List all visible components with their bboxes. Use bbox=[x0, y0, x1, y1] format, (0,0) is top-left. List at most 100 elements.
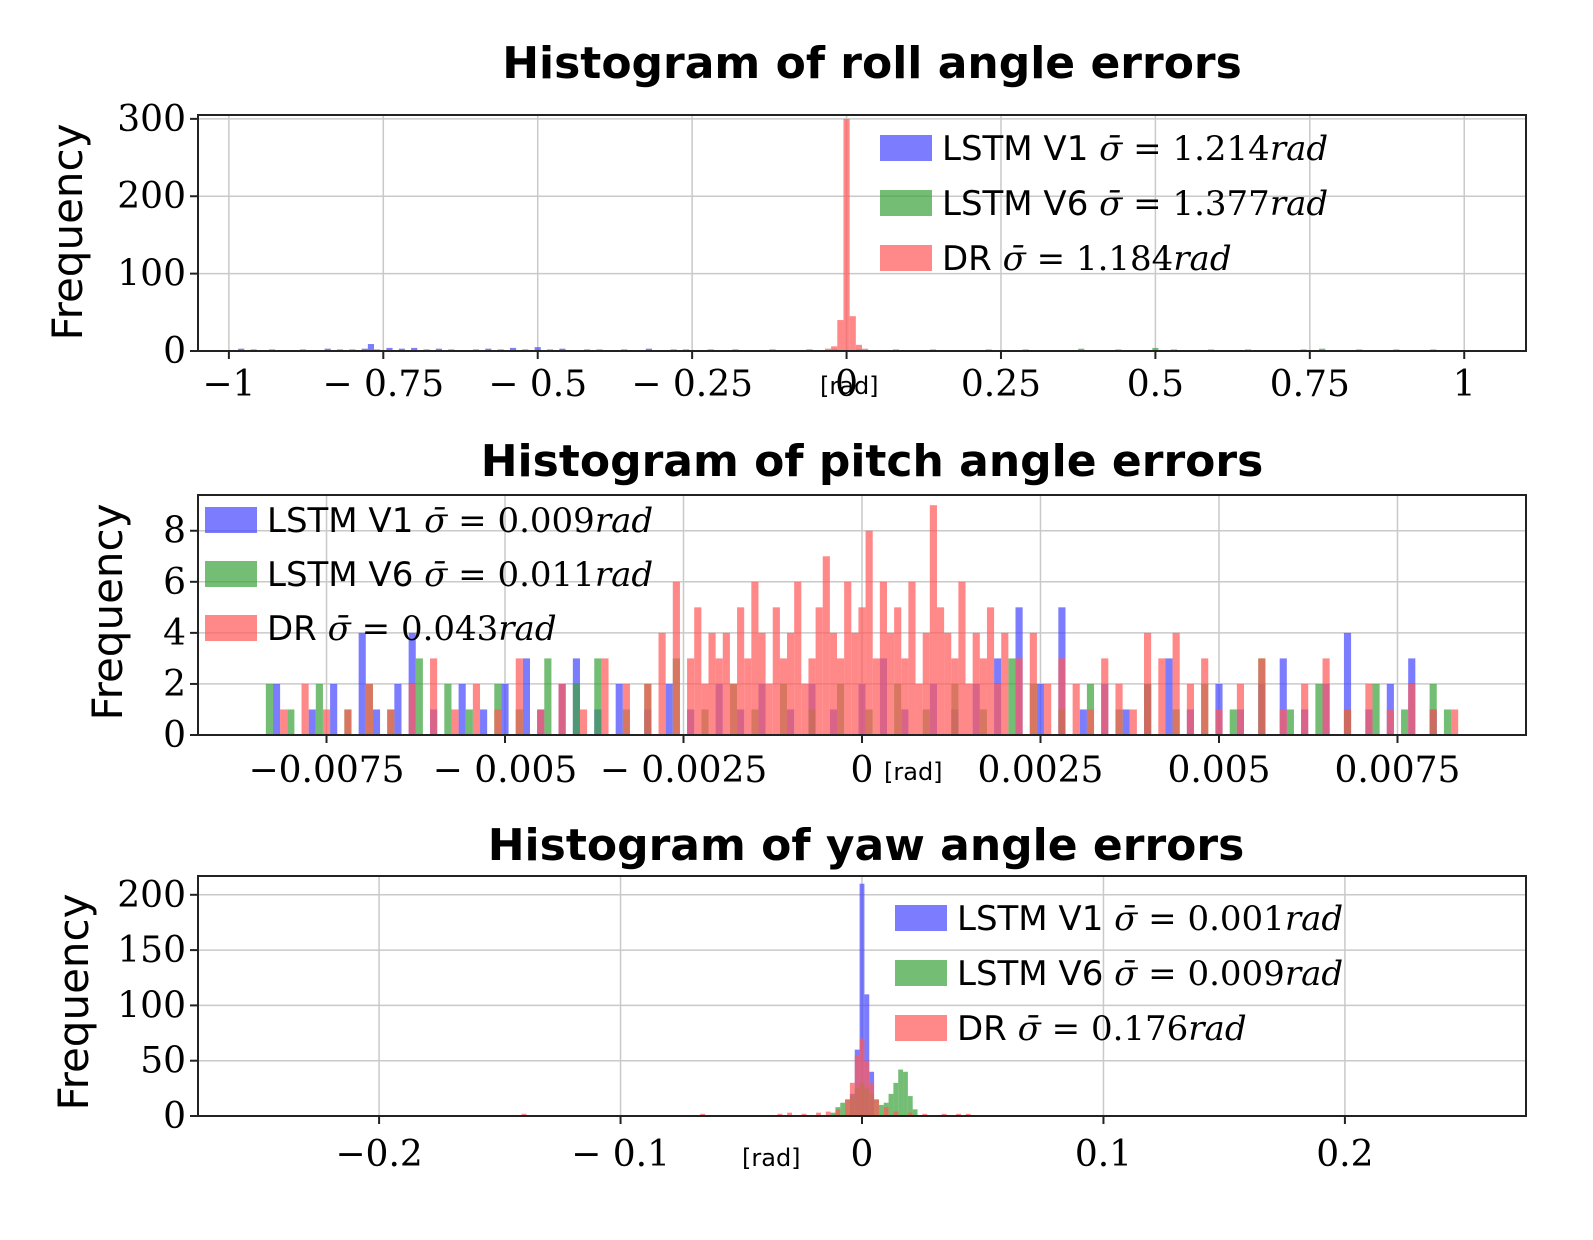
pitch-bar bbox=[837, 658, 845, 735]
pitch-legend: LSTM V1 σ̄ = 0.009rad LSTM V6 σ̄ = 0.011r… bbox=[205, 501, 653, 649]
roll-bar bbox=[435, 348, 442, 351]
pitch-x-tick-label: 0.0025 bbox=[978, 750, 1104, 791]
pitch-bar bbox=[1236, 683, 1244, 735]
yaw-bar bbox=[907, 1096, 913, 1116]
yaw-x-tick-label: − 0.1 bbox=[571, 1134, 670, 1175]
yaw-bar bbox=[859, 1038, 865, 1116]
pitch-bar bbox=[1215, 709, 1223, 735]
pitch-bar bbox=[994, 683, 1002, 735]
pitch-bar bbox=[544, 658, 552, 735]
roll-tick-labels: −1 − 0.75 − 0.5 − 0.25 0 0.25 0.5 0.75 1 0 100 200 3… bbox=[117, 99, 1475, 405]
yaw-x-tick-label: 0.2 bbox=[1316, 1134, 1373, 1175]
roll-legend-label: DR σ̄ = 1.184rad bbox=[942, 239, 1232, 279]
pitch-bar bbox=[501, 683, 509, 735]
pitch-bar bbox=[315, 683, 323, 735]
pitch-bar bbox=[537, 709, 545, 735]
roll-y-tick-label: 0 bbox=[163, 331, 186, 372]
roll-bar bbox=[386, 347, 393, 351]
pitch-x-tick-label: −0.0075 bbox=[248, 750, 404, 791]
pitch-bar bbox=[708, 632, 716, 735]
pitch-bar bbox=[1058, 658, 1066, 735]
pitch-bar bbox=[1029, 632, 1037, 735]
roll-legend-swatch bbox=[880, 190, 932, 216]
yaw-bar bbox=[898, 1069, 904, 1116]
yaw-legend-label: LSTM V1 σ̄ = 0.001rad bbox=[957, 899, 1343, 939]
pitch-legend-label: LSTM V1 σ̄ = 0.009rad bbox=[267, 501, 653, 541]
pitch-bar bbox=[779, 658, 788, 735]
yaw-x-unit-label: [rad] bbox=[742, 1144, 801, 1172]
pitch-bar bbox=[322, 709, 331, 735]
pitch-bar bbox=[1015, 658, 1023, 735]
pitch-bar bbox=[415, 658, 423, 735]
pitch-bar bbox=[344, 709, 352, 735]
roll-bar bbox=[849, 316, 856, 351]
pitch-bar bbox=[787, 632, 795, 735]
yaw-bar bbox=[883, 1107, 889, 1116]
pitch-bar bbox=[872, 658, 880, 735]
pitch-legend-label: LSTM V6 σ̄ = 0.011rad bbox=[267, 555, 653, 595]
yaw-bar bbox=[845, 1099, 850, 1116]
pitch-bar bbox=[1122, 709, 1130, 735]
pitch-bar bbox=[1129, 709, 1137, 735]
yaw-bar bbox=[965, 1113, 971, 1116]
pitch-bar bbox=[515, 658, 523, 735]
yaw-bar bbox=[874, 1099, 879, 1116]
pitch-y-tick-label: 2 bbox=[163, 664, 186, 705]
pitch-bar bbox=[1258, 658, 1266, 735]
pitch-bar bbox=[1443, 709, 1452, 735]
roll-bar bbox=[485, 348, 492, 351]
pitch-bar bbox=[915, 683, 923, 735]
pitch-bar bbox=[1072, 683, 1080, 735]
yaw-bar bbox=[956, 1113, 961, 1116]
roll-x-tick-label: − 0.75 bbox=[322, 364, 444, 405]
roll-bar bbox=[843, 118, 850, 351]
pitch-x-unit-label: [rad] bbox=[884, 758, 943, 786]
roll-bar bbox=[398, 348, 405, 351]
roll-x-tick-label: 1 bbox=[1453, 364, 1476, 405]
pitch-bar bbox=[944, 632, 952, 735]
yaw-bar bbox=[521, 1113, 527, 1116]
yaw-bar bbox=[893, 1111, 899, 1116]
pitch-legend-item: DR σ̄ = 0.043rad bbox=[205, 609, 557, 649]
pitch-bar bbox=[1165, 658, 1173, 735]
roll-legend-item: LSTM V1 σ̄ = 1.214rad bbox=[880, 129, 1328, 169]
yaw-bar bbox=[835, 1109, 841, 1116]
pitch-bar bbox=[1408, 683, 1416, 735]
pitch-bar bbox=[1365, 683, 1373, 735]
yaw-legend-label: LSTM V6 σ̄ = 0.009rad bbox=[957, 954, 1343, 994]
roll-x-tick-label: 0.75 bbox=[1270, 364, 1350, 405]
pitch-bar bbox=[365, 683, 373, 735]
roll-bar bbox=[831, 346, 838, 351]
pitch-bar bbox=[1172, 632, 1180, 735]
yaw-legend-item: DR σ̄ = 0.176rad bbox=[895, 1009, 1247, 1049]
pitch-bar bbox=[387, 709, 395, 735]
pitch-legend-swatch bbox=[205, 615, 257, 641]
yaw-bar bbox=[912, 1109, 918, 1116]
yaw-bar bbox=[816, 1112, 821, 1116]
pitch-y-axis-label: Frequency bbox=[83, 504, 132, 721]
pitch-bar bbox=[1429, 709, 1437, 735]
roll-legend-label: LSTM V6 σ̄ = 1.377rad bbox=[942, 184, 1328, 224]
yaw-plot-frame bbox=[197, 875, 1527, 1117]
pitch-bar bbox=[579, 709, 588, 735]
pitch-bar bbox=[558, 683, 566, 735]
yaw-x-tick-label: 0.1 bbox=[1075, 1134, 1132, 1175]
roll-bar bbox=[509, 347, 517, 351]
yaw-legend-swatch bbox=[895, 1015, 947, 1041]
roll-bar bbox=[1319, 348, 1326, 351]
pitch-bar bbox=[729, 683, 738, 735]
pitch-y-tick-label: 8 bbox=[163, 511, 186, 552]
pitch-histogram-panel: Histogram of pitch angle errors Frequenc… bbox=[83, 436, 1527, 791]
pitch-bar bbox=[958, 581, 966, 735]
pitch-bar bbox=[1401, 709, 1409, 735]
pitch-bar bbox=[1286, 709, 1294, 735]
yaw-histogram-panel: Histogram of yaw angle errors Frequency … bbox=[49, 820, 1527, 1175]
pitch-bar bbox=[644, 683, 652, 735]
roll-legend: LSTM V1 σ̄ = 1.214rad LSTM V6 σ̄ = 1.377r… bbox=[880, 129, 1328, 279]
pitch-bar bbox=[1044, 683, 1052, 735]
pitch-x-tick-label: − 0.0025 bbox=[600, 750, 768, 791]
roll-y-tick-label: 200 bbox=[117, 176, 186, 217]
yaw-legend-label: DR σ̄ = 0.176rad bbox=[957, 1009, 1247, 1049]
pitch-bar bbox=[844, 581, 852, 735]
